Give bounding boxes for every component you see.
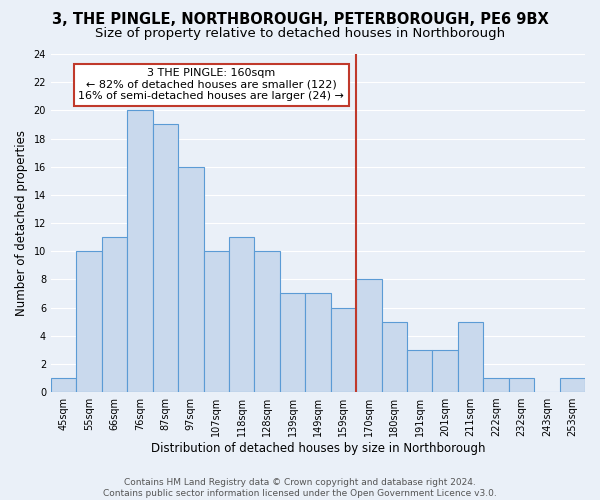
- Bar: [509, 378, 534, 392]
- Bar: [229, 237, 254, 392]
- Text: Size of property relative to detached houses in Northborough: Size of property relative to detached ho…: [95, 28, 505, 40]
- Bar: [356, 280, 382, 392]
- Text: Contains HM Land Registry data © Crown copyright and database right 2024.
Contai: Contains HM Land Registry data © Crown c…: [103, 478, 497, 498]
- X-axis label: Distribution of detached houses by size in Northborough: Distribution of detached houses by size …: [151, 442, 485, 455]
- Text: 3, THE PINGLE, NORTHBOROUGH, PETERBOROUGH, PE6 9BX: 3, THE PINGLE, NORTHBOROUGH, PETERBOROUG…: [52, 12, 548, 28]
- Bar: [152, 124, 178, 392]
- Bar: [127, 110, 152, 392]
- Bar: [407, 350, 433, 392]
- Bar: [560, 378, 585, 392]
- Bar: [254, 251, 280, 392]
- Bar: [76, 251, 102, 392]
- Text: 3 THE PINGLE: 160sqm
← 82% of detached houses are smaller (122)
16% of semi-deta: 3 THE PINGLE: 160sqm ← 82% of detached h…: [78, 68, 344, 102]
- Bar: [178, 166, 203, 392]
- Bar: [305, 294, 331, 392]
- Bar: [203, 251, 229, 392]
- Bar: [483, 378, 509, 392]
- Bar: [433, 350, 458, 392]
- Bar: [382, 322, 407, 392]
- Y-axis label: Number of detached properties: Number of detached properties: [15, 130, 28, 316]
- Bar: [51, 378, 76, 392]
- Bar: [331, 308, 356, 392]
- Bar: [458, 322, 483, 392]
- Bar: [280, 294, 305, 392]
- Bar: [102, 237, 127, 392]
